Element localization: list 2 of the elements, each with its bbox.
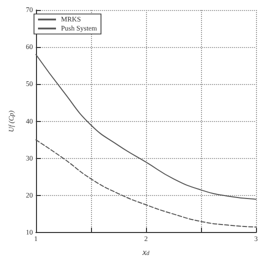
line-series (35, 139, 256, 228)
line-series (35, 54, 256, 200)
